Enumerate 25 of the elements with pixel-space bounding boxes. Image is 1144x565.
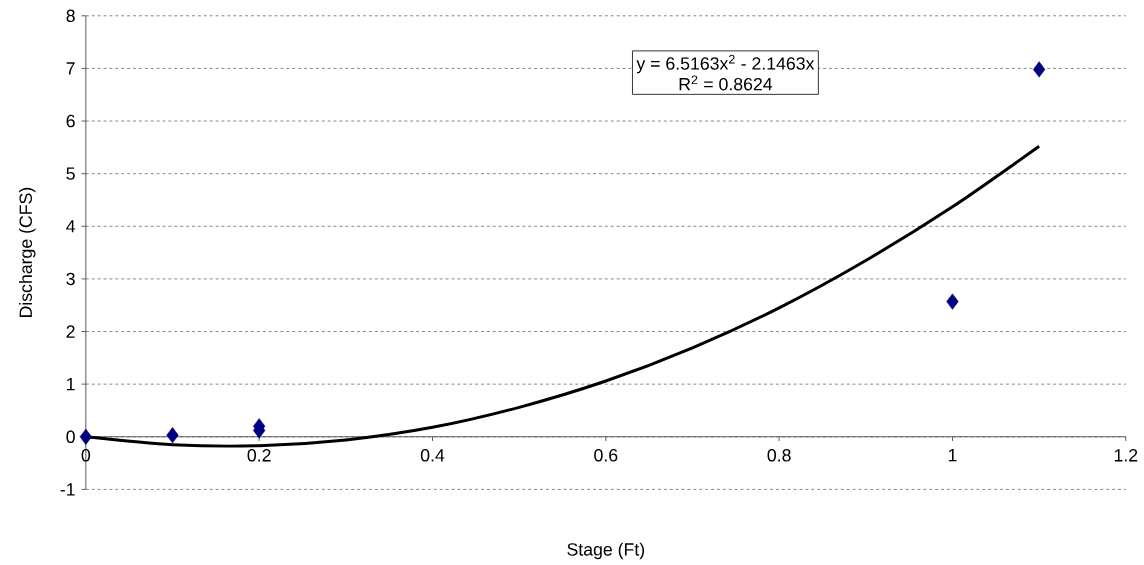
y-axis-title: Discharge (CFS) [19,187,36,317]
point [946,293,959,310]
y-tick-label: 8 [66,9,75,23]
x-tick-label: 1 [948,448,957,462]
y-tick-label: 4 [66,220,76,233]
y-tick-label: -1 [60,483,75,496]
y-tick-label: 0 [66,430,75,443]
y-tick-label: 5 [66,167,75,180]
annotation: R$^{2}$ = 0.8624 [679,75,773,91]
y-tick-label: 3 [66,272,75,286]
point [166,427,179,444]
y-tick-label: 6 [66,114,75,128]
x-tick-label: 0.8 [767,448,791,462]
point [1033,61,1046,78]
y-tick-label: 7 [66,62,75,75]
x-tick-label: 1.2 [1114,448,1138,462]
x-axis-title: Stage (Ft) [567,542,645,560]
y-tick-label: 1 [67,378,75,391]
x-tick-label: 0.6 [594,448,618,462]
x-tick-label: 0.2 [247,448,271,462]
x-tick-label: 0 [81,448,91,462]
annotation: y = 6.5163x$^{2}$ - 2.1463x [636,54,815,74]
y-tick-label: 2 [66,325,75,338]
x-tick-label: 0.4 [420,448,445,462]
point [79,428,92,445]
